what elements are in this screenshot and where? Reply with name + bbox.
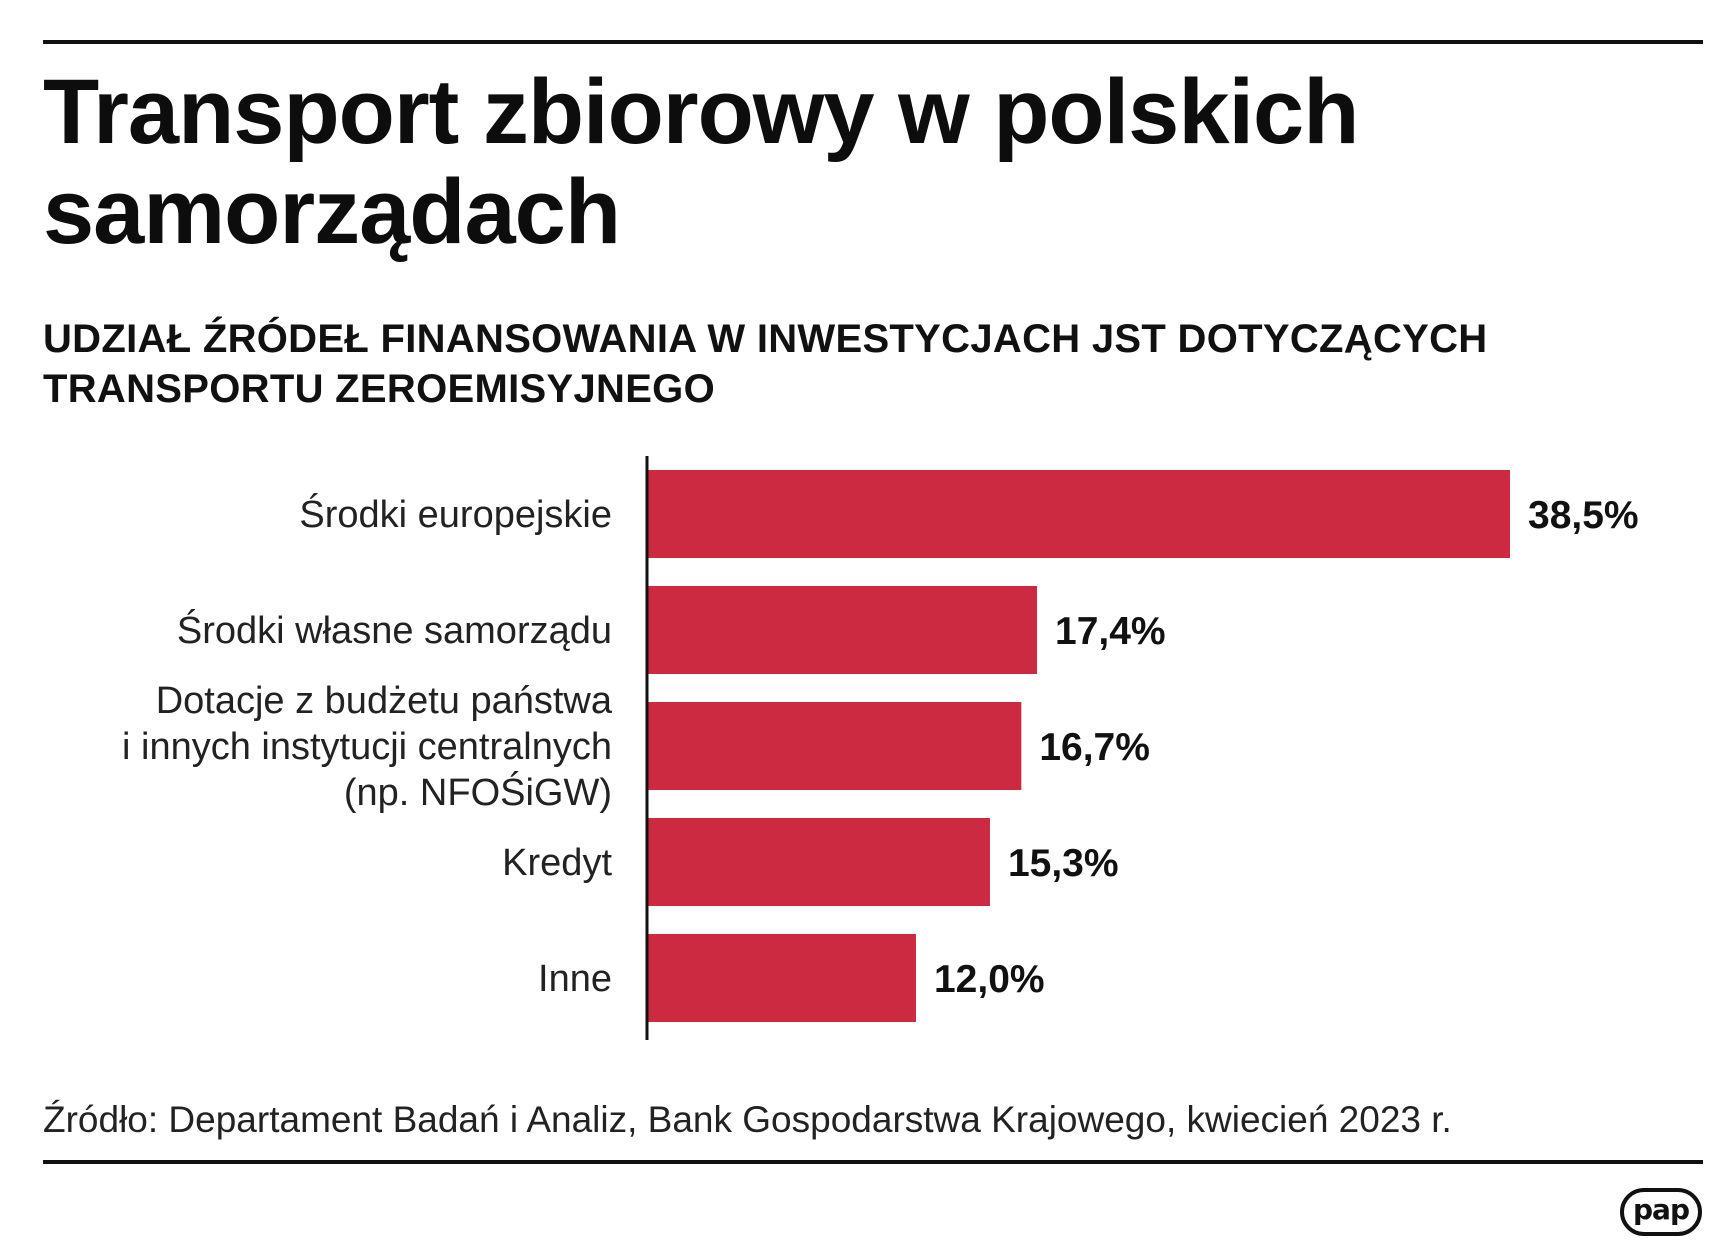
page-title: Transport zbiorowy w polskich samorządac… — [43, 61, 1359, 263]
bar-5 — [647, 934, 916, 1022]
bar-3 — [647, 702, 1022, 790]
category-label-5: Inne — [538, 958, 612, 1000]
value-label-1: 38,5% — [1528, 494, 1639, 537]
chart-subtitle: UDZIAŁ ŹRÓDEŁ FINANSOWANIA W INWESTYCJAC… — [43, 317, 1488, 411]
bar-2 — [647, 586, 1038, 674]
category-label-1: Środki europejskie — [299, 491, 612, 536]
top-rule — [43, 40, 1703, 44]
value-label-5: 12,0% — [934, 958, 1045, 1001]
bar-4 — [647, 818, 990, 906]
category-label-3-line-2: i innych instytucji centralnych — [122, 726, 612, 768]
pap-logo: pap — [1620, 1188, 1702, 1236]
bottom-rule — [43, 1160, 1703, 1164]
value-label-3: 16,7% — [1039, 726, 1150, 769]
bar-1 — [647, 470, 1510, 558]
category-label-2: Środki własne samorządu — [177, 607, 612, 652]
value-label-2: 17,4% — [1055, 610, 1166, 653]
source-note: Źródło: Departament Badań i Analiz, Bank… — [43, 1099, 1452, 1140]
category-label-3-line-3: (np. NFOŚiGW) — [344, 769, 612, 814]
category-label-4: Kredyt — [502, 842, 612, 884]
category-label-3-line-1: Dotacje z budżetu państwa — [156, 680, 613, 722]
value-label-4: 15,3% — [1008, 842, 1119, 885]
